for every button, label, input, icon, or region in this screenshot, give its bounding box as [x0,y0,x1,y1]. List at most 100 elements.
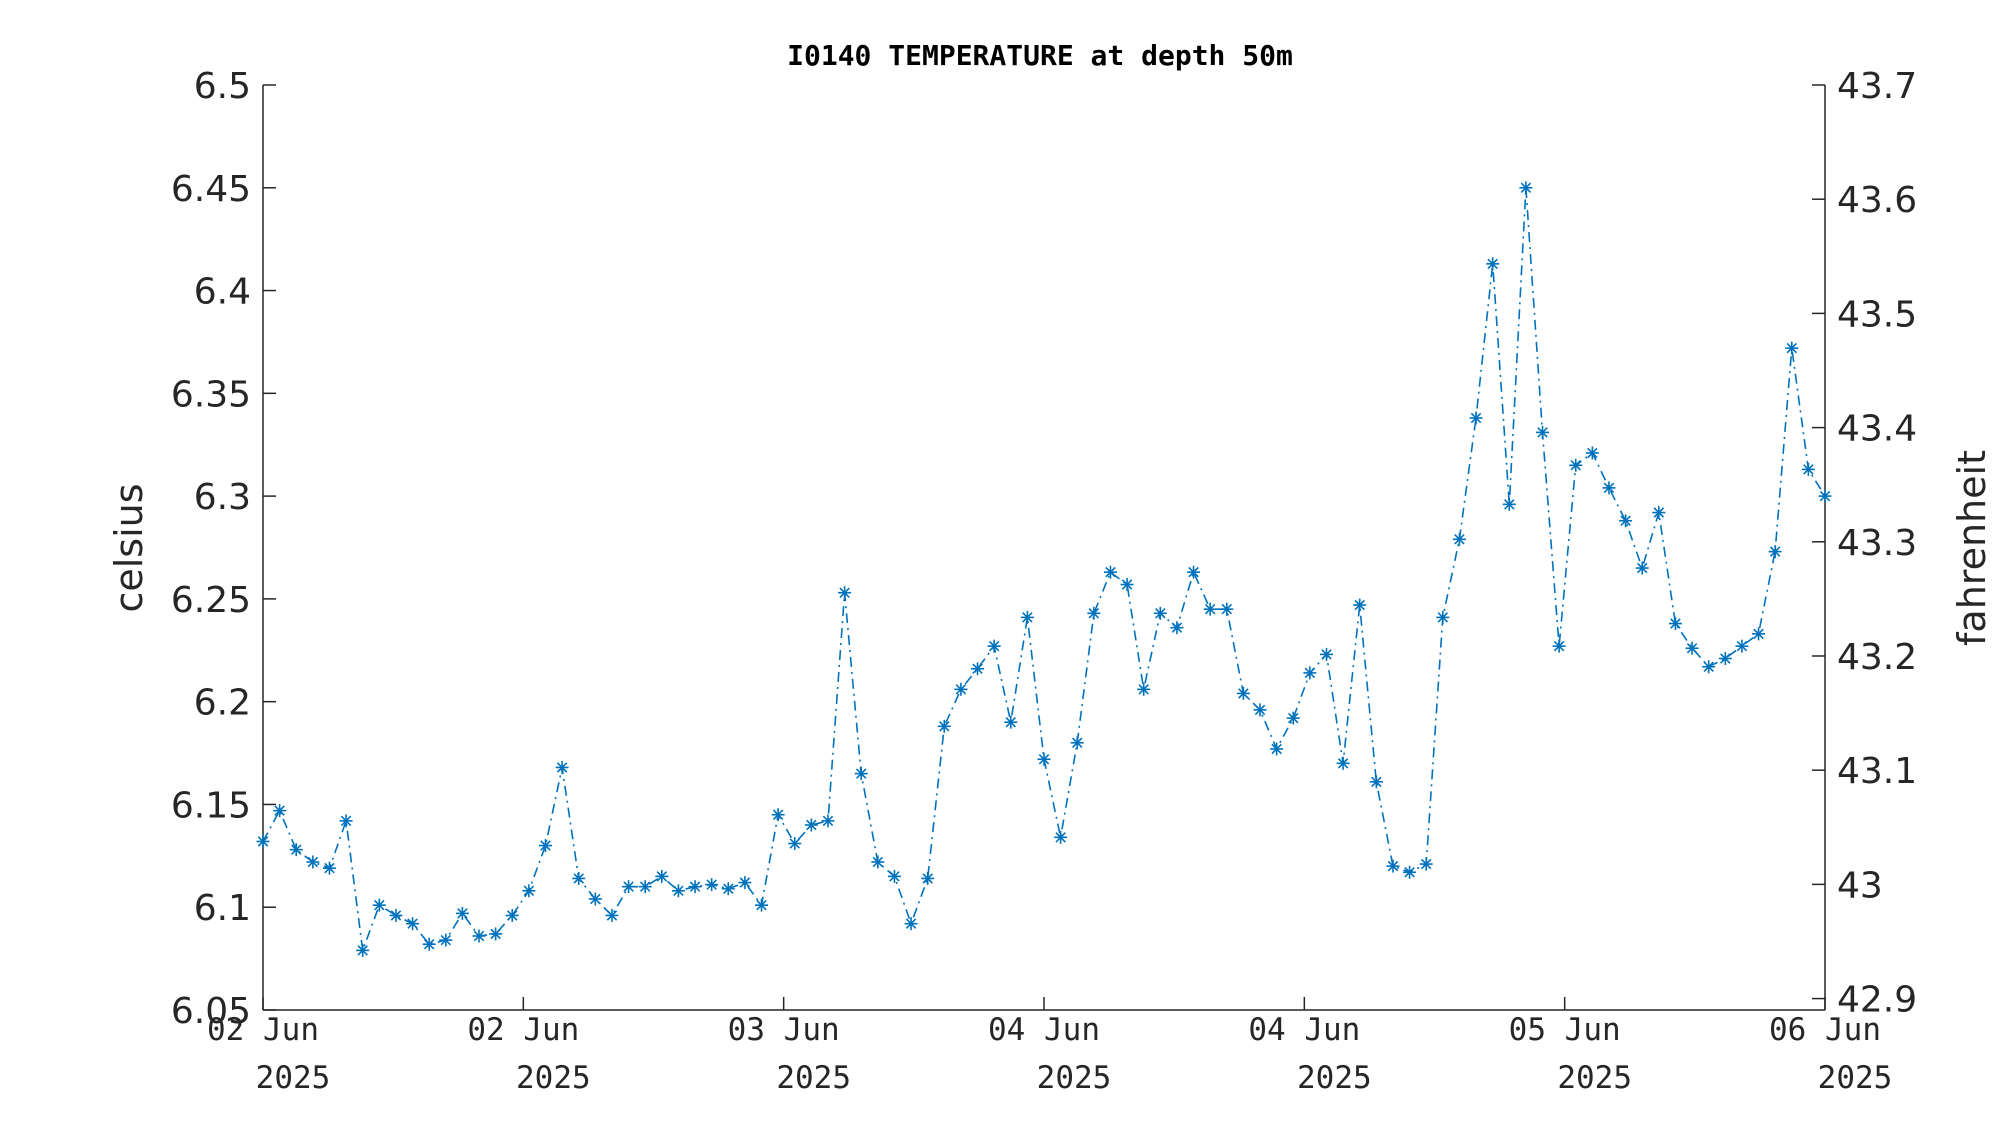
x-tick-label-date: 02 Jun [467,1012,579,1048]
data-point [555,760,569,774]
data-point [1486,257,1500,271]
data-point [755,898,769,912]
data-point [1153,606,1167,620]
data-point [472,929,486,943]
data-point [871,855,885,869]
data-point [1752,627,1766,641]
x-tick-label-year: 2025 [1037,1060,1112,1096]
data-point [1785,341,1799,355]
data-point [1386,859,1400,873]
left-y-tick-label: 6.5 [194,66,251,107]
data-point [1236,686,1250,700]
right-y-tick-label: 43.3 [1837,523,1917,564]
right-y-tick-label: 43.6 [1837,180,1917,221]
data-point [1070,736,1084,750]
right-y-axis-label: fahrenheit [1950,450,1994,646]
data-point [455,906,469,920]
data-point [1120,578,1134,591]
data-point [1536,425,1550,439]
left-y-tick-label: 6.1 [194,888,251,929]
data-point [1270,742,1284,756]
data-point [1635,561,1649,575]
data-point [306,855,320,869]
data-point [1652,506,1666,520]
data-point [1718,652,1732,665]
right-y-tick-label: 43.7 [1837,66,1917,107]
left-y-tick-label: 6.35 [171,374,251,415]
left-y-ticks: 6.05 6.1 6.15 6.2 6.25 6.3 6.35 6.4 6.45 6.5 [171,66,276,1032]
x-tick-label-year: 2025 [256,1060,331,1096]
data-point [588,892,602,906]
data-point [273,804,287,818]
x-tick-label-date: 02 Jun [207,1012,319,1048]
data-point [721,882,735,896]
data-point [1436,610,1450,624]
data-point [771,808,785,822]
data-point [1037,752,1051,766]
data-point [954,682,968,696]
data-point [1054,830,1068,844]
data-point [538,839,552,853]
right-y-tick-label: 43.5 [1837,294,1917,335]
data-point [505,908,519,922]
data-point [1353,598,1367,612]
data-point [1619,514,1633,528]
chart-title: I0140 TEMPERATURE at depth 50m [787,39,1293,72]
x-tick-label-year: 2025 [1557,1060,1632,1096]
left-y-tick-label: 6.05 [171,991,251,1032]
data-point [1801,462,1815,476]
x-tick-label-date: 04 Jun [988,1012,1100,1048]
data-point [971,662,985,676]
data-point [406,917,420,931]
right-y-tick-label: 43.1 [1837,751,1917,792]
data-point [522,884,536,898]
x-tick-label-year: 2025 [1818,1060,1893,1096]
data-point [1668,617,1682,631]
data-point [1552,639,1566,653]
data-point [1336,756,1350,770]
right-y-ticks: 42.9 43 43.1 43.2 43.3 43.4 43.5 43.6 43.7 [1812,66,1917,1021]
data-point [289,843,303,857]
left-y-tick-label: 6.45 [171,169,251,210]
left-y-tick-label: 6.25 [171,580,251,621]
data-point [1087,606,1101,620]
data-point [1403,865,1417,879]
x-tick-label-date: 03 Jun [728,1012,840,1048]
data-point [1004,715,1018,729]
data-point [987,639,1001,653]
data-point [1469,411,1483,425]
data-point [622,880,636,894]
series-temperature [256,181,1832,957]
data-point [1020,610,1034,624]
data-point [572,871,586,885]
data-point [322,861,336,875]
data-point [1303,666,1317,680]
data-point [655,869,669,883]
data-point [937,719,951,733]
data-point [838,586,852,600]
data-point [1137,682,1151,696]
data-point [1735,639,1749,653]
data-point [1319,647,1333,661]
data-point [1702,660,1716,674]
data-point [356,943,370,957]
data-point [605,908,619,922]
data-point [821,814,835,828]
x-tick-label-date: 05 Jun [1509,1012,1621,1048]
x-tick-label-date: 06 Jun [1769,1012,1881,1048]
data-point [1187,565,1201,579]
data-point [372,898,386,912]
data-point [788,837,802,850]
data-point [1220,602,1234,616]
data-point [1170,621,1184,635]
data-point [1103,565,1117,579]
data-point [671,884,685,898]
data-point [1502,497,1516,511]
left-y-tick-label: 6.3 [194,477,251,518]
data-point [705,878,719,892]
data-point [804,818,818,832]
x-tick-label-year: 2025 [1297,1060,1372,1096]
data-point [1569,458,1583,472]
x-tick-label-year: 2025 [776,1060,851,1096]
